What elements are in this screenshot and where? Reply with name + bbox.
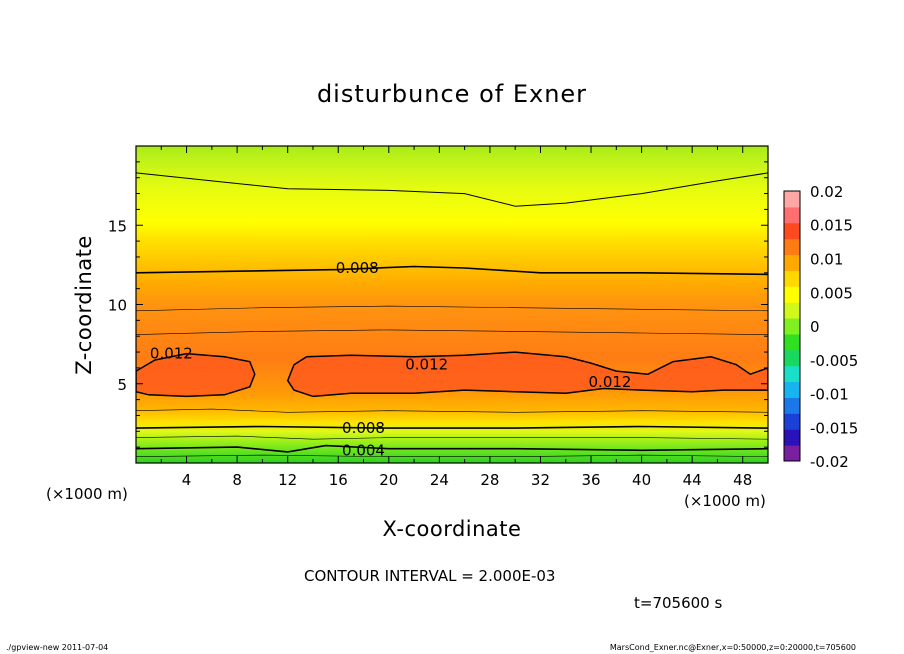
chart-title: disturbunce of Exner	[317, 80, 587, 108]
x-tick-label: 40	[632, 471, 651, 489]
contour-line	[136, 435, 768, 440]
contour-0.012	[286, 351, 768, 398]
contour-label: 0.004	[342, 441, 385, 459]
x-tick-label: 32	[531, 471, 550, 489]
colorbar-segment	[784, 286, 800, 303]
x-tick-label: 20	[379, 471, 398, 489]
contour-label: 0.008	[336, 259, 379, 277]
colorbar-segment	[784, 222, 800, 240]
contour-line	[136, 265, 768, 276]
contour-line	[136, 425, 768, 429]
colorbar-segment	[784, 191, 800, 208]
colorbar-tick-label: -0.02	[810, 453, 849, 471]
x-tick-label: 36	[581, 471, 600, 489]
colorbar-segment	[784, 413, 800, 430]
x-tick-label: 44	[683, 471, 702, 489]
contour-line	[136, 444, 768, 453]
x-tick-label: 28	[480, 471, 499, 489]
colorbar-tick-label: 0.02	[810, 183, 843, 201]
contour-line	[136, 329, 768, 335]
y-tick-label: 15	[108, 217, 127, 235]
footer-right: MarsCond_Exner.nc@Exner,x=0:50000,z=0:20…	[609, 643, 856, 652]
colorbar-segment	[784, 238, 800, 256]
colorbar-segment	[784, 349, 800, 367]
contour-line	[136, 454, 768, 457]
colorbar-segment	[784, 445, 800, 462]
contour-label: 0.012	[405, 356, 448, 374]
x-tick-label: 4	[182, 471, 192, 489]
contour-line	[136, 408, 768, 413]
colorbar-segment	[784, 381, 800, 398]
y-axis-label: Z-coordinate	[72, 235, 96, 375]
x-tick-label: 12	[278, 471, 297, 489]
footer-left: ./gpview-new 2011-07-04	[6, 643, 109, 652]
colorbar-tick-label: 0.015	[810, 217, 853, 235]
colorbar-segment	[784, 206, 800, 224]
contour-label: 0.008	[342, 419, 385, 437]
x-axis-label: X-coordinate	[383, 517, 522, 541]
y-tick-label: 10	[108, 297, 127, 315]
colorbar-segment	[784, 302, 800, 319]
x-unit-right: (×1000 m)	[684, 492, 766, 510]
contour-line	[136, 172, 768, 207]
colorbar-segment	[784, 429, 800, 446]
x-unit-left: (×1000 m)	[46, 485, 128, 503]
colorbar-tick-label: 0	[810, 318, 820, 336]
x-axis: 4 8 12 16 20 24 28 32 36 40 44 48	[160, 146, 752, 489]
x-tick-label: 16	[329, 471, 348, 489]
contour-0.012	[136, 352, 256, 398]
contour-label: 0.012	[589, 373, 632, 391]
contour-label: 0.012	[150, 345, 193, 363]
colorbar-segment	[784, 333, 800, 351]
maximum-region	[136, 351, 768, 398]
plot-area	[136, 146, 768, 463]
colorbar-tick-label: -0.005	[810, 352, 858, 370]
x-tick-label: 8	[232, 471, 242, 489]
colorbar-segment	[784, 318, 800, 335]
contour-interval: CONTOUR INTERVAL = 2.000E-03	[304, 567, 556, 585]
y-tick-label: 5	[117, 376, 127, 394]
colorbar-frame	[783, 190, 801, 462]
x-tick-label: 24	[430, 471, 449, 489]
contour-line	[136, 305, 768, 312]
x-tick-label: 48	[733, 471, 752, 489]
colorbar-tick-label: -0.015	[810, 419, 858, 437]
time-label: t=705600 s	[634, 594, 723, 612]
contour-labels: 0.012 0.012 0.012 0.008 0.008 0.004	[150, 259, 632, 459]
colorbar-segment	[784, 254, 800, 271]
colorbar-tick-label: -0.01	[810, 386, 849, 404]
colorbar-segment	[784, 397, 800, 414]
colorbar-tick-label: 0.005	[810, 284, 853, 302]
contour-lines	[136, 172, 768, 457]
colorbar-segment	[784, 365, 800, 383]
colorbar-segment	[784, 270, 800, 287]
colorbar-tick-label: 0.01	[810, 251, 843, 269]
colorbar-ticks: 0.02 0.015 0.01 0.005 0 -0.005 -0.01 -0.015 -0.0…	[810, 183, 858, 471]
colorbar	[783, 190, 801, 462]
y-axis: 5 10 15	[108, 161, 768, 448]
